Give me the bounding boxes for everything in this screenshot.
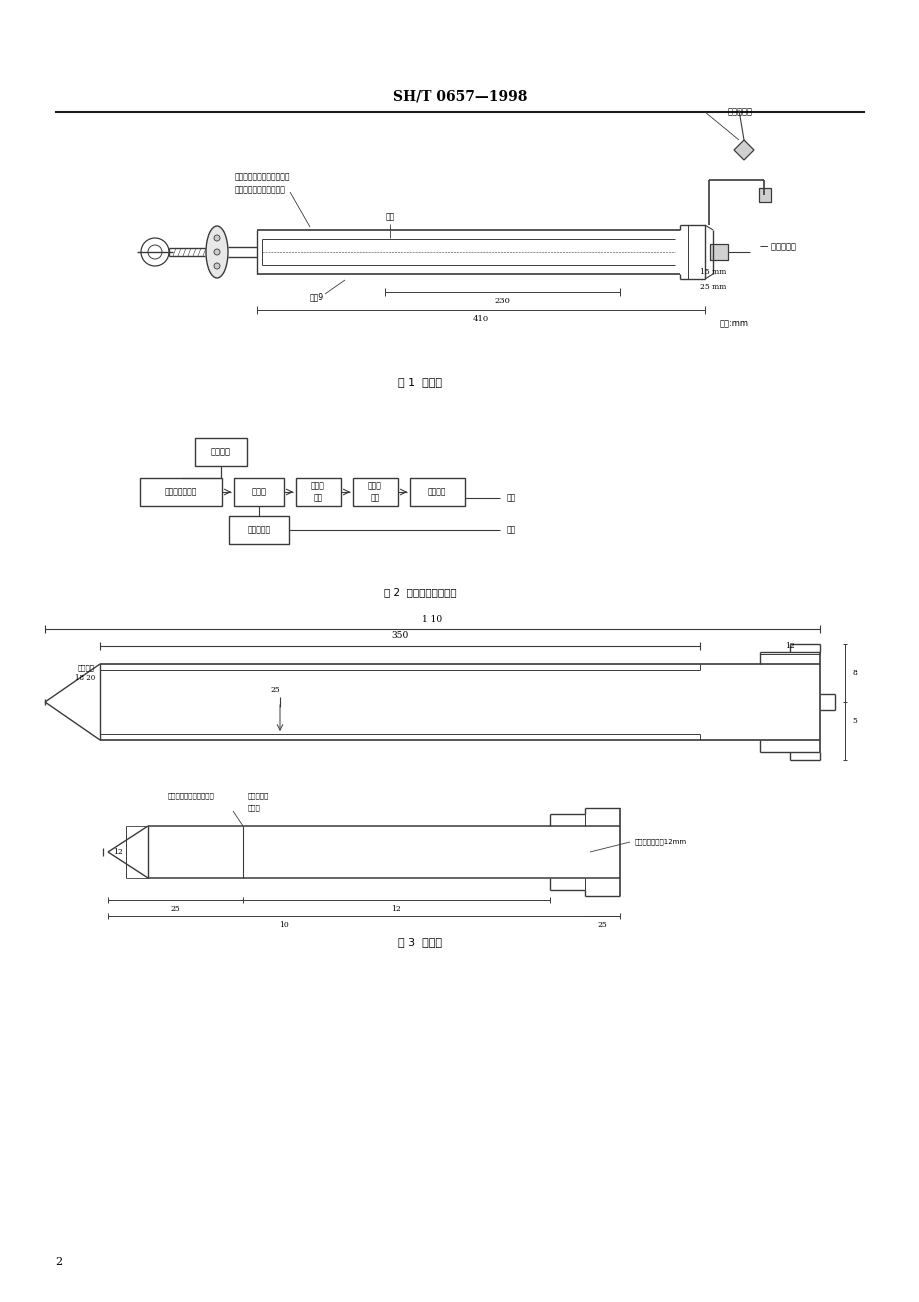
Text: 2: 2: [55, 1256, 62, 1267]
Text: 入口处的直径为12mm: 入口处的直径为12mm: [634, 838, 686, 845]
Text: 燃烧炉: 燃烧炉: [311, 482, 324, 491]
Bar: [709, 243, 727, 260]
Text: 图 3  燃烧管: 图 3 燃烧管: [398, 937, 441, 947]
Text: 臭氧发生器: 臭氧发生器: [247, 526, 270, 535]
Bar: [296, 478, 341, 506]
Text: 12: 12: [391, 905, 401, 913]
Bar: [229, 516, 289, 544]
Text: SH/T 0657—1998: SH/T 0657—1998: [392, 90, 527, 104]
Circle shape: [214, 263, 220, 270]
Text: 干燥件: 干燥件: [251, 487, 267, 496]
Text: 5: 5: [852, 717, 857, 725]
Text: 8: 8: [852, 669, 857, 677]
Bar: [758, 187, 770, 202]
Circle shape: [214, 249, 220, 255]
Text: 15 mm: 15 mm: [699, 268, 726, 276]
Text: 25: 25: [596, 921, 607, 930]
Text: 氧气: 氧气: [506, 493, 516, 503]
Text: 把燃管的制造者推荐使用一: 把燃管的制造者推荐使用一: [234, 172, 290, 181]
Text: 10: 10: [278, 921, 289, 930]
Text: 出口: 出口: [313, 493, 323, 503]
Text: 毛细管: 毛细管: [248, 805, 260, 811]
Text: 氧气进气口: 氧气进气口: [727, 108, 752, 116]
Text: 230: 230: [494, 297, 509, 305]
Bar: [195, 437, 246, 466]
Bar: [410, 478, 464, 506]
Bar: [140, 478, 221, 506]
Text: 410: 410: [472, 315, 489, 323]
Text: 些有氧化剂的石英填充管: 些有氧化剂的石英填充管: [234, 185, 286, 194]
Text: 数字显示: 数字显示: [210, 448, 231, 457]
Text: 图 2  典型的仪器方框图: 图 2 典型的仪器方框图: [383, 587, 456, 598]
Text: 进线密闭锥和入口连接部: 进线密闭锥和入口连接部: [168, 793, 214, 799]
Bar: [353, 478, 398, 506]
Text: — 氮气进气口: — 氮气进气口: [759, 242, 795, 251]
Text: 25: 25: [170, 905, 180, 913]
Bar: [233, 478, 284, 506]
Text: 12: 12: [784, 642, 794, 650]
Text: 内径: 内径: [385, 212, 394, 221]
Ellipse shape: [206, 227, 228, 279]
Text: 燃烧炉: 燃烧炉: [368, 482, 381, 491]
Text: 350: 350: [391, 631, 408, 641]
Text: 样品入口: 样品入口: [427, 487, 446, 496]
Text: 图 1  燃烧管: 图 1 燃烧管: [398, 378, 441, 387]
Text: 单位:mm: 单位:mm: [720, 319, 748, 328]
Text: 1 10: 1 10: [422, 615, 442, 624]
Circle shape: [214, 234, 220, 241]
Text: 25: 25: [270, 686, 279, 694]
Polygon shape: [733, 141, 754, 160]
Text: 25 mm: 25 mm: [699, 283, 726, 292]
Text: 内径9: 内径9: [310, 293, 323, 302]
Text: 入口: 入口: [370, 493, 380, 503]
Text: 18 20: 18 20: [74, 674, 95, 682]
Text: 热料火内柱: 热料火内柱: [248, 793, 269, 799]
Text: 化学发光检测器: 化学发光检测器: [165, 487, 197, 496]
Text: 12: 12: [113, 848, 123, 855]
Text: 氮气: 氮气: [506, 526, 516, 535]
Text: 出层密封: 出层密封: [78, 665, 95, 672]
